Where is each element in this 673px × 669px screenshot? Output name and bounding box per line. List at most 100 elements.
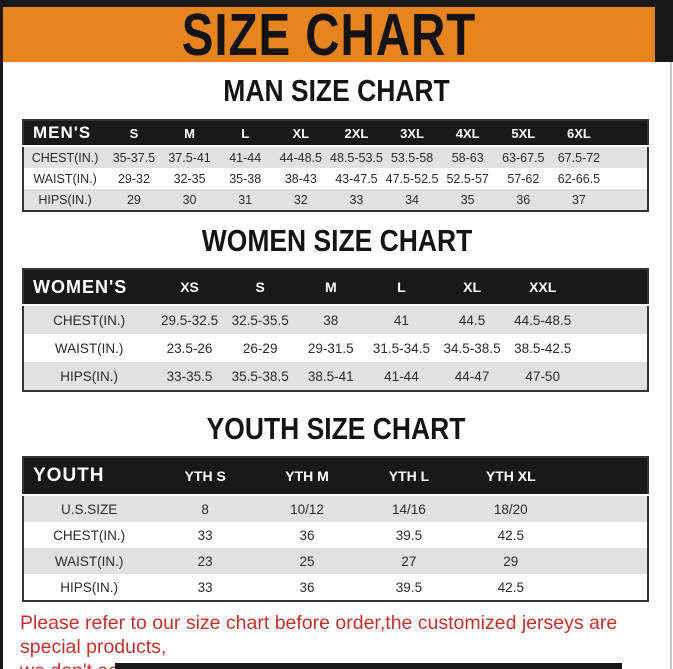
size-value-cell: 53.5-58 (384, 146, 440, 168)
size-value-cell: 39.5 (358, 522, 460, 548)
women-table-row: HIPS(IN.) 33-35.5 35.5-38.5 38.5-41 41-44 44-… (23, 362, 648, 391)
size-value-cell: 31 (217, 189, 273, 211)
youth-table-row: CHEST(IN.) 33 36 39.5 42.5 (23, 522, 648, 548)
women-table-row: CHEST(IN.) 29.5-32.5 32.5-35.5 38 41 44.5 44.5… (23, 305, 648, 334)
women-column-header: XS (154, 269, 225, 306)
size-value-cell: 29 (106, 189, 162, 211)
men-column-header: L (217, 120, 273, 147)
filler-cell (578, 334, 648, 362)
women-corner-cell: WOMEN'S (23, 269, 155, 306)
youth-column-header: YTH XL (459, 457, 562, 496)
women-header-row: WOMEN'S XS S M L XL XXL (23, 269, 648, 306)
men-table-row: WAIST(IN.) 29-32 32-35 35-38 38-43 43-47.5 47.… (23, 168, 648, 189)
men-size-table: MEN'S S M L XL 2XL 3XL 4XL 5XL 6XL CHEST(IN.) 35-37… (22, 119, 649, 212)
size-value-cell: 29-31.5 (295, 334, 367, 362)
filler-cell (606, 120, 648, 147)
size-value-cell: 41-44 (217, 146, 273, 168)
size-value-cell: 33 (328, 189, 385, 211)
youth-header-row: YOUTH YTH S YTH M YTH L YTH XL (23, 457, 648, 496)
size-value-cell: 31.5-34.5 (366, 334, 437, 362)
women-column-header: XL (436, 269, 508, 306)
women-size-table: WOMEN'S XS S M L XL XXL CHEST(IN.) 29.5-32.5 32.5… (22, 268, 649, 392)
filler-cell (578, 305, 648, 334)
size-value-cell: 44.5-48.5 (507, 305, 578, 334)
size-value-cell: 38.5-41 (295, 362, 367, 391)
row-label: U.S.SIZE (23, 495, 155, 522)
men-corner-cell: MEN'S (23, 120, 107, 147)
size-value-cell: 32-35 (161, 168, 218, 189)
size-value-cell: 30 (161, 189, 218, 211)
size-value-cell: 38.5-42.5 (507, 334, 578, 362)
row-label: CHEST(IN.) (23, 305, 155, 334)
size-value-cell: 26-29 (224, 334, 296, 362)
men-column-header: 6XL (551, 120, 607, 147)
men-column-header: 5XL (495, 120, 552, 147)
size-value-cell: 29-32 (106, 168, 162, 189)
size-value-cell: 33 (154, 574, 257, 601)
row-label: WAIST(IN.) (23, 168, 107, 189)
size-value-cell: 67.5-72 (551, 146, 607, 168)
filler-cell (578, 269, 648, 306)
page-title: SIZE CHART (181, 1, 477, 68)
row-label: HIPS(IN.) (23, 362, 155, 391)
man-size-chart-heading: MAN SIZE CHART (223, 74, 450, 108)
title-banner-orange: SIZE CHART (3, 1, 655, 68)
man-size-chart-section: MEN'S S M L XL 2XL 3XL 4XL 5XL 6XL CHEST(IN.) 35-37… (22, 119, 649, 212)
filler-cell (561, 457, 648, 496)
size-value-cell: 38 (295, 305, 367, 334)
women-size-chart-section: WOMEN'S XS S M L XL XXL CHEST(IN.) 29.5-32.5 32.5… (22, 268, 649, 392)
youth-column-header: YTH S (154, 457, 257, 496)
size-value-cell: 57-62 (495, 168, 552, 189)
row-label: CHEST(IN.) (23, 146, 107, 168)
men-header-row: MEN'S S M L XL 2XL 3XL 4XL 5XL 6XL (23, 120, 648, 147)
men-column-header: M (161, 120, 218, 147)
youth-size-chart-heading: YOUTH SIZE CHART (207, 412, 466, 446)
size-value-cell: 32.5-35.5 (224, 305, 296, 334)
size-value-cell: 43-47.5 (328, 168, 385, 189)
size-value-cell: 25 (256, 548, 358, 574)
row-label: CHEST(IN.) (23, 522, 155, 548)
row-label: WAIST(IN.) (23, 548, 155, 574)
size-value-cell: 58-63 (439, 146, 496, 168)
men-table-row: HIPS(IN.) 29 30 31 32 33 34 35 36 37 (23, 189, 648, 211)
youth-column-header: YTH M (256, 457, 358, 496)
row-label: WAIST(IN.) (23, 334, 155, 362)
size-value-cell: 36 (256, 574, 358, 601)
filler-cell (606, 146, 648, 168)
size-value-cell: 34.5-38.5 (436, 334, 508, 362)
size-value-cell: 38-43 (273, 168, 329, 189)
size-value-cell: 52.5-57 (439, 168, 496, 189)
size-value-cell: 18/20 (459, 495, 562, 522)
size-value-cell: 36 (495, 189, 552, 211)
youth-size-table: YOUTH YTH S YTH M YTH L YTH XL U.S.SIZE 8 10/12… (22, 456, 649, 602)
filler-cell (561, 548, 648, 574)
size-value-cell: 35.5-38.5 (224, 362, 296, 391)
filler-cell (561, 522, 648, 548)
size-value-cell: 37 (551, 189, 607, 211)
size-value-cell: 35-37.5 (106, 146, 162, 168)
size-value-cell: 41 (366, 305, 437, 334)
youth-table-row: HIPS(IN.) 33 36 39.5 42.5 (23, 574, 648, 601)
size-value-cell: 39.5 (358, 574, 460, 601)
size-value-cell: 14/16 (358, 495, 460, 522)
women-column-header: M (295, 269, 367, 306)
filler-cell (606, 189, 648, 211)
youth-corner-cell: YOUTH (23, 457, 155, 496)
size-value-cell: 44-48.5 (273, 146, 329, 168)
size-value-cell: 47.5-52.5 (384, 168, 440, 189)
size-value-cell: 8 (154, 495, 257, 522)
size-value-cell: 35 (439, 189, 496, 211)
size-value-cell: 44.5 (436, 305, 508, 334)
filler-cell (561, 574, 648, 601)
size-value-cell: 33-35.5 (154, 362, 225, 391)
size-value-cell: 29.5-32.5 (154, 305, 225, 334)
size-value-cell: 29 (459, 548, 562, 574)
youth-size-chart-section: YOUTH YTH S YTH M YTH L YTH XL U.S.SIZE 8 10/12… (22, 456, 649, 602)
filler-cell (578, 362, 648, 391)
men-column-header: XL (273, 120, 329, 147)
title-banner: SIZE CHART (0, 0, 673, 68)
men-column-header: S (106, 120, 162, 147)
men-column-header: 3XL (384, 120, 440, 147)
youth-column-header: YTH L (358, 457, 460, 496)
size-value-cell: 48.5-53.5 (328, 146, 385, 168)
